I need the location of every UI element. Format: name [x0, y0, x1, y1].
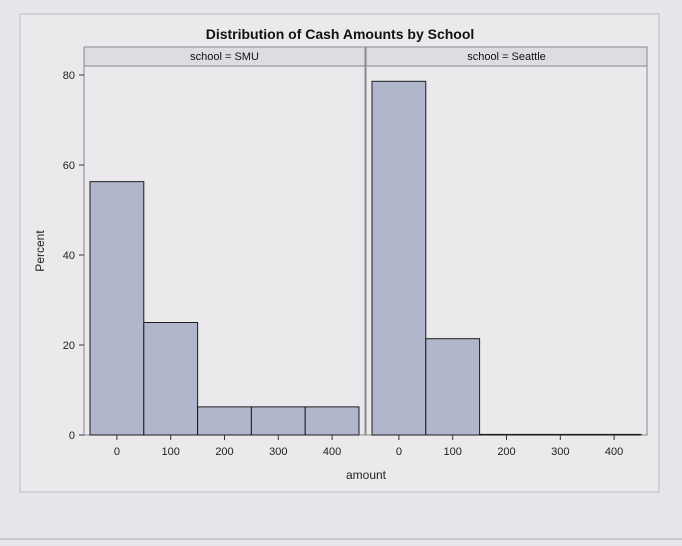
window-bottom-rule	[0, 538, 682, 540]
x-tick-label: 300	[269, 446, 287, 458]
x-axis-panel-1: 0 100 200 300 400	[114, 435, 341, 458]
panel-header-strip	[83, 46, 366, 67]
y-tick-label: 60	[63, 160, 75, 172]
x-tick-label: 300	[551, 446, 569, 458]
panel-header-label: school = SMU	[190, 51, 259, 63]
x-axes: 0 100 200 300 400 0 100 200 300 400	[114, 435, 623, 458]
panel-header-strip	[365, 46, 648, 67]
x-tick-label: 0	[396, 446, 402, 458]
panel-header-label: school = Seattle	[467, 51, 546, 63]
x-axis-label: amount	[346, 468, 387, 482]
panel-2: school = Seattle	[365, 46, 648, 436]
histogram-bar	[586, 433, 642, 436]
histogram-bar	[479, 433, 534, 436]
x-axis-panel-2: 0 100 200 300 400	[396, 435, 623, 458]
histogram-bar	[143, 322, 199, 436]
y-axis-label: Percent	[33, 230, 47, 272]
chart-title: Distribution of Cash Amounts by School	[206, 26, 475, 42]
histogram-bar	[425, 338, 481, 436]
x-tick-label: 0	[114, 446, 120, 458]
histogram-bar	[197, 406, 252, 436]
panel-1: school = SMU	[83, 46, 366, 436]
histogram-bar	[304, 406, 360, 436]
histogram-bar	[89, 181, 145, 436]
x-tick-label: 100	[162, 446, 180, 458]
x-tick-label: 200	[215, 446, 233, 458]
histogram-bar	[371, 80, 427, 436]
y-tick-label: 0	[69, 430, 75, 442]
y-tick-label: 80	[63, 70, 75, 82]
x-tick-label: 400	[605, 446, 623, 458]
histogram-bar	[250, 406, 306, 436]
x-tick-label: 100	[444, 446, 462, 458]
y-tick-label: 20	[63, 340, 75, 352]
panel-group: school = SMU school = Seattle	[83, 46, 648, 436]
x-tick-label: 200	[497, 446, 515, 458]
y-axis: 0 20 40 60 80	[63, 70, 84, 442]
x-tick-label: 400	[323, 446, 341, 458]
histogram-bar	[532, 433, 588, 436]
y-tick-label: 40	[63, 250, 75, 262]
